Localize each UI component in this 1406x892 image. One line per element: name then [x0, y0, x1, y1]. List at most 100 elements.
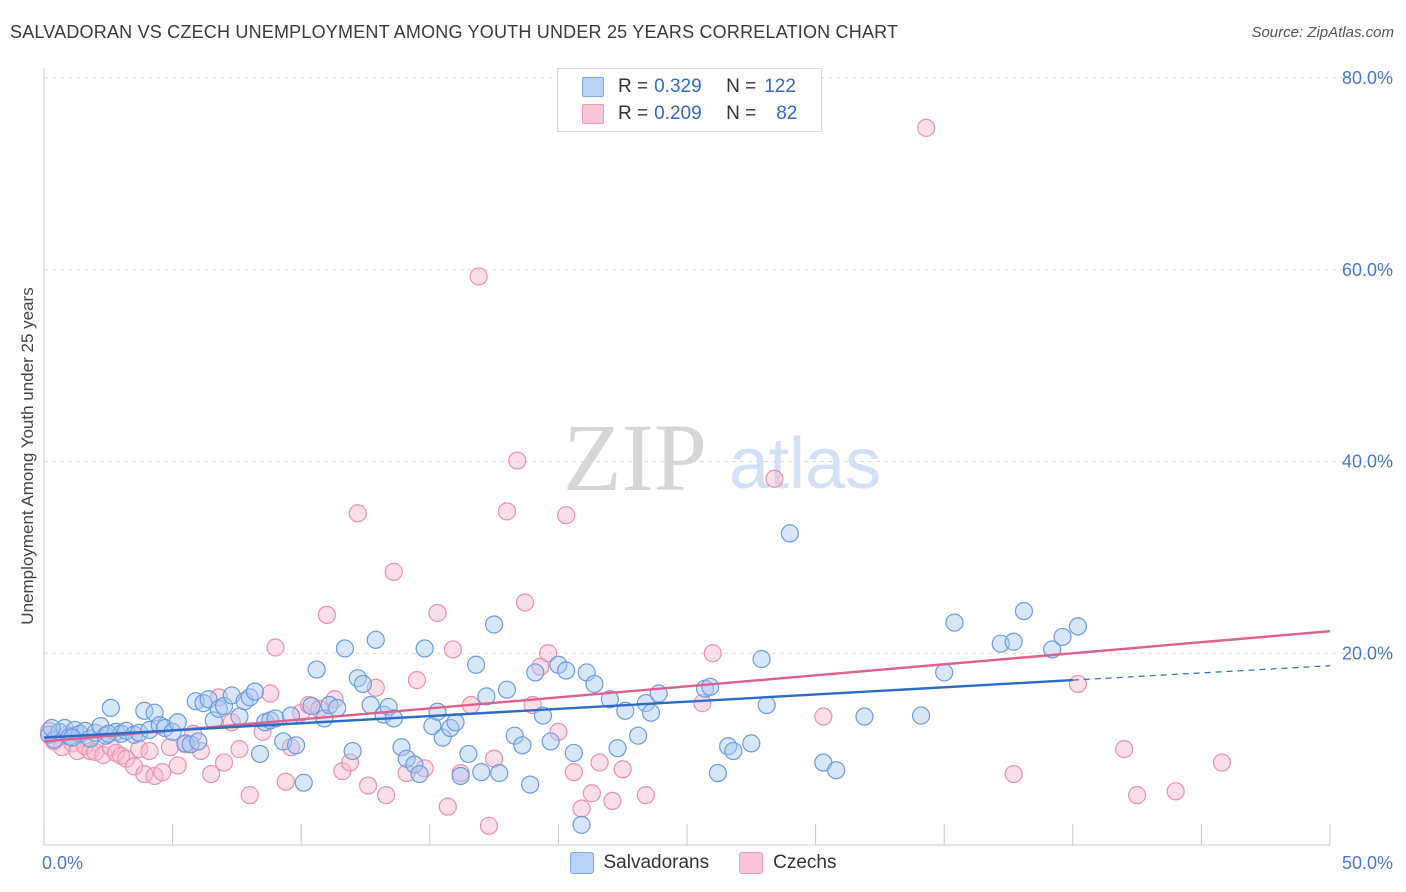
salvadorans-point: [209, 699, 228, 718]
salvadorans-point: [286, 736, 306, 755]
salvadorans-point: [250, 744, 270, 764]
salvadorans-point: [526, 663, 545, 682]
salvadorans-point: [294, 773, 313, 792]
grid-lines: [44, 77, 1392, 654]
salvadorans-point: [245, 682, 265, 701]
y-axis-label: Unemployment Among Youth under 25 years: [18, 287, 37, 624]
salvadorans-point: [557, 661, 576, 680]
czechs-point: [340, 753, 360, 772]
czechs-point: [292, 703, 311, 722]
salvadorans-point: [348, 669, 367, 688]
salvadorans-point: [708, 763, 727, 783]
salvadorans-point: [335, 639, 355, 658]
y-tick-label: 60.0%: [1342, 260, 1393, 280]
czechs-point: [765, 469, 784, 488]
x-tick-label: 50.0%: [1342, 853, 1393, 873]
salvadorans-point: [564, 743, 583, 763]
czechs-point: [230, 740, 249, 759]
axes: [43, 68, 1331, 846]
salvadorans-point: [140, 720, 159, 740]
czechs-point: [469, 267, 488, 286]
czechs-point: [384, 562, 403, 581]
salvadorans-point: [533, 706, 553, 725]
salvadorans-point: [490, 763, 509, 783]
czechs-point: [317, 605, 337, 625]
salvadorans-point: [101, 698, 120, 717]
salvadorans-point: [459, 744, 478, 764]
salvadorans-point: [541, 732, 560, 751]
czechs-point: [160, 738, 180, 757]
salvadorans-point: [366, 630, 385, 649]
salvadorans-point: [446, 713, 465, 732]
czechs-point: [572, 799, 591, 818]
correlation-legend: R = 0.329 N = 122 R = 0.209 N = 82: [557, 68, 822, 132]
axis-labels: 20.0% 40.0% 60.0% 80.0% 0.0% 50.0% Unemploymen…: [18, 68, 1393, 873]
salvadorans-point: [600, 690, 619, 709]
czechs-point: [348, 504, 367, 523]
salvadorans-point: [585, 674, 604, 694]
czechs-trend-line: [43, 630, 1331, 743]
salvadorans-point: [757, 695, 776, 715]
salvadorans-point: [433, 728, 452, 747]
salvadorans-point: [935, 663, 954, 682]
czechs-point: [508, 451, 527, 470]
czechs-point: [1212, 753, 1232, 772]
czechs-point: [636, 786, 655, 805]
salvadorans-point: [911, 706, 931, 725]
czechs-point: [438, 797, 457, 816]
czechs-point: [531, 657, 550, 676]
czechs-point: [407, 670, 427, 690]
czechs-point: [240, 786, 259, 805]
czechs-point: [564, 763, 583, 782]
czechs-point: [376, 786, 396, 805]
salvadorans-point: [701, 677, 720, 696]
y-tick-label: 40.0%: [1342, 452, 1393, 472]
czechs-point: [214, 753, 234, 772]
legend-n-value: 122: [764, 76, 796, 97]
watermark-zip: ZIP: [563, 404, 707, 511]
czechs-point: [693, 694, 712, 713]
czechs-point: [266, 638, 285, 657]
salvadorans-point: [485, 615, 504, 634]
legend-n-label: N =: [726, 76, 757, 97]
czechs-point: [358, 776, 378, 795]
y-tick-label: 80.0%: [1342, 68, 1393, 88]
salvadorans-point: [410, 764, 429, 784]
legend-r-value: 0.209: [654, 103, 702, 124]
czechs-point: [485, 749, 504, 768]
czechs-point: [106, 743, 126, 763]
salvadorans-point: [641, 703, 661, 722]
czechs-point: [582, 784, 601, 803]
salvadorans-point: [629, 726, 648, 745]
czechs-point: [917, 118, 936, 137]
legend-swatch-czechs: [582, 104, 604, 124]
czechs-point: [603, 791, 622, 810]
czechs-point: [1004, 764, 1023, 784]
czechs-point: [1115, 740, 1134, 759]
legend-r-label: R =: [618, 103, 649, 124]
czechs-point: [112, 746, 131, 765]
salvadorans-point: [423, 717, 442, 736]
czechs-point: [557, 506, 576, 525]
legend-n-value: 82: [776, 103, 798, 124]
trend-lines: [43, 630, 1331, 743]
salvadorans-point: [405, 755, 424, 774]
series-label-czechs: Czechs: [773, 852, 837, 873]
watermark: ZIP atlas: [563, 404, 881, 511]
czechs-point: [613, 760, 632, 779]
salvadorans-point: [240, 688, 259, 707]
czechs-point: [117, 749, 136, 768]
series-swatch-salvadorans: [569, 852, 594, 874]
salvadorans-point: [451, 766, 470, 786]
chart-title: SALVADORAN VS CZECH UNEMPLOYMENT AMONG Y…: [10, 22, 899, 42]
salvadorans-point: [392, 738, 411, 757]
watermark-atlas: atlas: [729, 424, 881, 504]
salvadorans-point: [415, 639, 434, 658]
salvadorans-point: [343, 741, 362, 761]
salvadorans-point: [608, 739, 627, 758]
czechs-point: [124, 757, 144, 776]
czechs-points: [40, 118, 1232, 835]
salvadorans-point: [1004, 632, 1023, 651]
czechs-point: [1166, 782, 1185, 801]
salvadorans-point: [302, 696, 321, 716]
